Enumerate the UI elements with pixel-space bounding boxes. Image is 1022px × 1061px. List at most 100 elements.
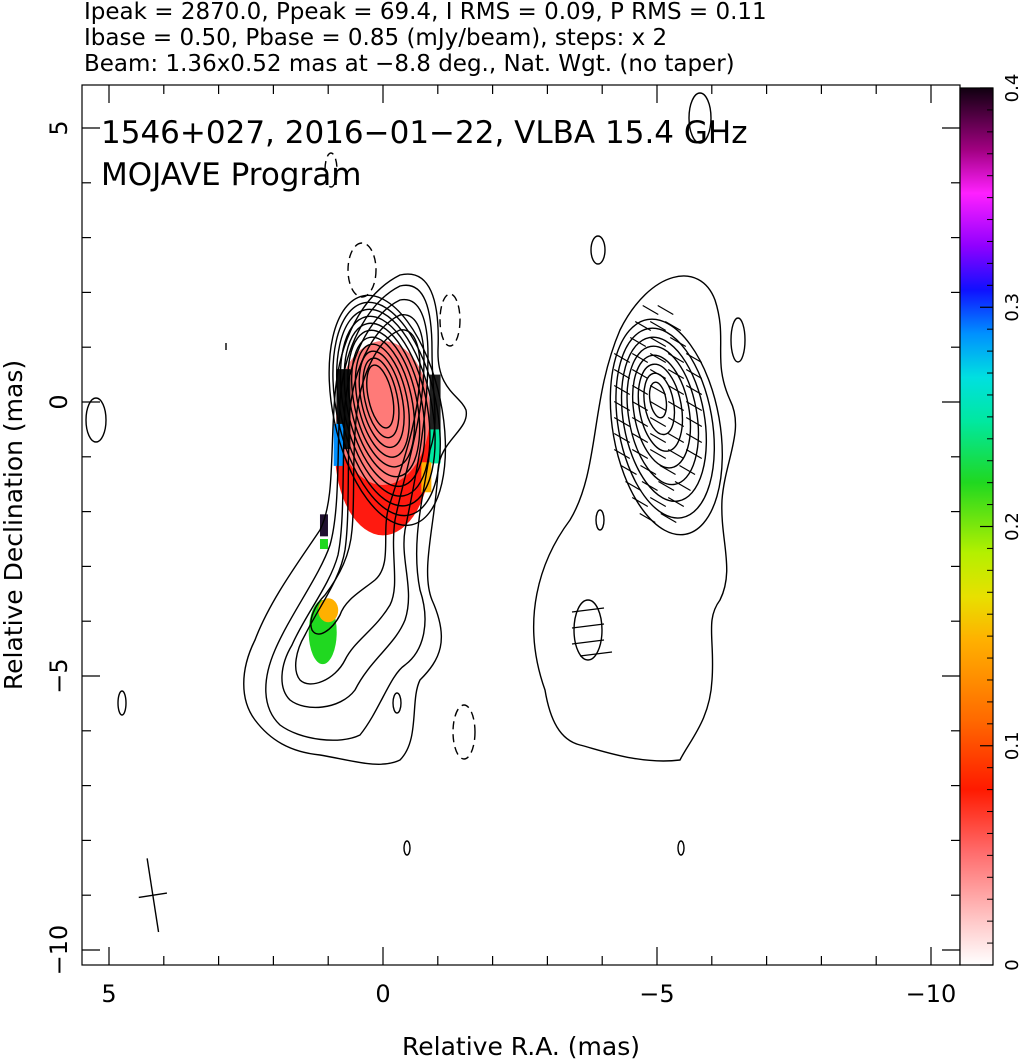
core-contour [328,294,447,527]
evpa-stick [631,352,649,364]
evpa-stick [629,336,647,348]
evpa-stick [667,352,685,364]
evpa-stick [571,639,605,645]
evpa-stick [685,352,703,364]
header-stats-line: Ipeak = 2870.0, Ppeak = 69.4, I RMS = 0.… [84,0,767,25]
y-tick-label: −10 [45,925,73,976]
evpa-stick [639,512,656,524]
evpa-stick [571,607,605,613]
jet-contour [310,329,421,635]
isolated-contour [117,690,127,716]
evpa-stick [634,320,652,332]
evpa-stick [649,432,667,444]
fpol-jet-knot-upper [318,598,339,623]
pol-contour [643,372,676,436]
evpa-stick [649,384,667,396]
evpa-stick [667,432,685,444]
y-axis-label: Relative Declination (mas) [0,360,28,690]
evpa-stick [660,512,677,524]
evpa-stick [613,400,631,412]
x-tick-label: 5 [101,980,116,1008]
pol-small-contour [590,235,606,265]
y-tick-label: −5 [45,658,73,693]
evpa-stick [649,496,667,508]
evpa-stick [613,368,631,380]
evpa-stick [685,400,703,412]
isolated-contour [324,152,338,188]
pol-contour [648,381,668,419]
fpol-small-knot [319,514,328,537]
pol-contour [620,336,708,503]
evpa-stick [613,352,631,364]
evpa-stick [657,304,674,316]
evpa-stick [625,480,642,492]
x-tick-label: 0 [375,980,390,1008]
evpa-stick [631,448,649,460]
evpa-stick [631,496,649,508]
pol-small-contour [730,317,746,363]
evpa-stick [631,400,649,412]
evpa-stick [613,448,631,460]
isolated-contour [452,704,476,760]
core-contour [332,301,441,517]
colorbar-tick-label: 0.1 [1002,731,1022,760]
evpa-stick [613,416,631,428]
evpa-stick [613,384,631,396]
pol-small-contour [595,509,605,531]
evpa-stick [649,352,667,364]
fpol-small-knot-color [319,539,328,549]
pol-contour [615,327,716,519]
jet-contour [281,298,429,709]
evpa-stick [667,368,685,380]
evpa-stick [649,320,667,332]
jet-contour [265,284,436,741]
plot-frame [81,84,961,966]
evpa-stick [685,432,703,444]
colorbar-tick-label: 0.4 [1002,74,1022,103]
colorbar-tick-label: 0.2 [1002,512,1022,541]
evpa-stick [649,448,667,460]
core-contour [351,336,416,468]
evpa-stick [685,448,703,460]
x-tick-label: −5 [639,980,674,1008]
header-levels-line: Ibase = 0.50, Pbase = 0.85 (mJy/beam), s… [84,25,668,51]
evpa-stick [631,416,649,428]
evpa-stick [620,464,637,476]
pol-contour [626,345,700,486]
evpa-stick [669,336,687,348]
pol-contour [609,318,723,536]
evpa-stick [667,496,685,508]
evpa-stick [613,432,631,444]
evpa-stick [659,464,676,476]
evpa-stick [649,336,667,348]
pol-outer-contour [533,275,737,762]
x-axis-label: Relative R.A. (mas) [402,1032,640,1061]
y-tick-label: 5 [45,120,73,135]
isolated-contour [439,293,461,347]
colorbar-tick-label: 0 [1002,959,1022,970]
evpa-stick [649,416,667,428]
evpa-stick [631,432,649,444]
y-tick-label: 0 [45,394,73,409]
evpa-stick [685,384,703,396]
header-beam-line: Beam: 1.36x0.52 mas at −8.8 deg., Nat. W… [84,51,735,77]
pol-small-contour [677,840,685,856]
evpa-stick [579,651,613,657]
evpa-stick [674,480,691,492]
evpa-stick [631,384,649,396]
evpa-stick [649,368,667,380]
isolated-contour [392,692,402,714]
evpa-stick [685,416,703,428]
evpa-stick [685,368,703,380]
chart-subtitle: MOJAVE Program [101,157,361,193]
pol-contour [632,354,692,469]
evpa-stick [667,400,685,412]
evpa-stick [642,304,659,316]
beam-minor-axis [138,892,168,899]
core-contour [358,350,405,449]
chart-title: 1546+027, 2016−01−22, VLBA 15.4 GHz [101,115,747,151]
core-contour [335,308,436,507]
evpa-stick [664,320,682,332]
jet-contour [243,273,467,765]
